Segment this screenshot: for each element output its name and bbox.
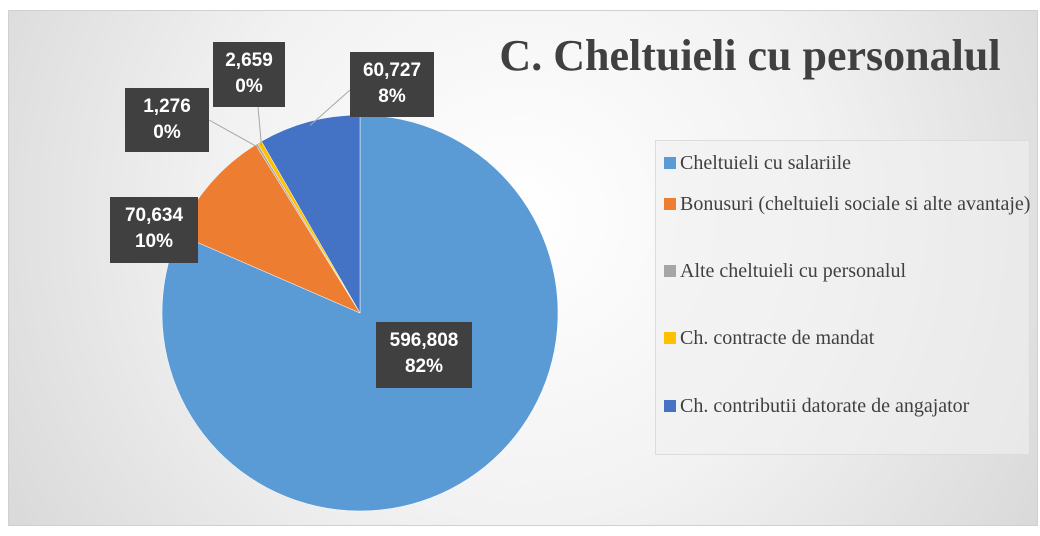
leader-line [309,89,351,126]
data-label-value: 596,808 [389,330,459,351]
data-label-value: 70,634 [124,205,184,226]
legend-label: Ch. contracte de mandat [680,327,875,349]
data-label: 2,659 0% [213,42,285,107]
data-label: 596,808 82% [376,322,472,388]
legend-entry: Ch. contributii datorate de angajator [664,391,1040,421]
data-label-value: 60,727 [362,60,422,81]
legend-label: Ch. contributii datorate de angajator [680,395,970,417]
leader-line [208,119,259,148]
legend-swatch [664,400,676,412]
legend-label: Alte cheltuieli cu personalul [680,260,907,282]
chart-title: C. Cheltuieli cu personalul [499,31,1001,80]
legend-label: Bonusuri (cheltuieli sociale si alte ava… [680,193,1031,215]
legend-swatch [664,157,676,169]
leader-line [257,106,262,146]
legend-swatch [664,265,676,277]
legend-swatch [664,332,676,344]
data-label-percent: 8% [378,86,406,107]
legend-label: Cheltuieli cu salariile [680,152,852,174]
data-label-percent: 0% [153,122,181,143]
legend: Cheltuieli cu salariile Bonusuri (cheltui… [655,140,1030,455]
legend-entry: Alte cheltuieli cu personalul [664,256,1040,286]
data-label-percent: 10% [134,231,174,252]
legend-entry: Bonusuri (cheltuieli sociale si alte ava… [664,189,1040,219]
data-label-value: 1,276 [143,96,191,117]
data-label-percent: 0% [235,76,263,97]
data-label: 70,634 10% [110,197,198,263]
data-label-value: 2,659 [225,50,273,71]
legend-entry: Ch. contracte de mandat [664,323,1040,353]
data-label: 1,276 0% [125,88,209,152]
pie-slice [161,114,559,512]
legend-entry: Cheltuieli cu salariile [664,148,1040,178]
data-label-percent: 82% [404,356,444,377]
legend-swatch [664,198,676,210]
data-label: 60,727 8% [350,52,434,117]
